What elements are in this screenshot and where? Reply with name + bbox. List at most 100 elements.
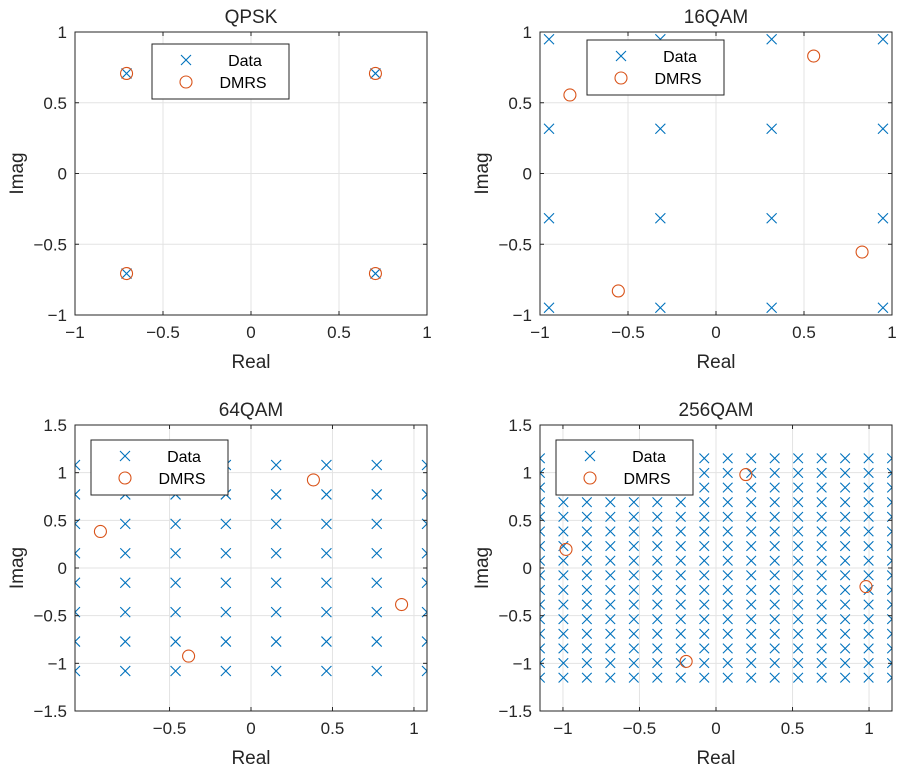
data-point bbox=[675, 511, 686, 523]
data-point bbox=[769, 540, 780, 552]
y-axis-label: Imag bbox=[7, 152, 28, 194]
y-tick-label: −1.5 bbox=[33, 702, 67, 721]
dmrs-point bbox=[120, 267, 134, 281]
data-point bbox=[792, 526, 804, 537]
data-point bbox=[628, 570, 640, 581]
x-axis-label: Real bbox=[231, 748, 270, 769]
data-point bbox=[839, 482, 851, 493]
data-point bbox=[543, 33, 555, 45]
data-point bbox=[746, 643, 757, 654]
legend-data-marker bbox=[119, 450, 131, 462]
y-tick-label: 0.5 bbox=[43, 94, 67, 113]
data-point bbox=[605, 584, 616, 596]
data-point bbox=[792, 643, 804, 654]
data-point bbox=[558, 657, 569, 669]
data-point bbox=[722, 453, 733, 464]
legend-data-marker bbox=[584, 450, 596, 462]
data-point bbox=[543, 302, 555, 314]
data-point bbox=[321, 547, 332, 559]
chart-panel-3: −0.5 0 0.5 1 −1.5 −1 −0.5 0 0.5 1 1.5 64QAM Real Imag… bbox=[7, 400, 428, 769]
data-point bbox=[675, 643, 686, 654]
data-point bbox=[321, 636, 332, 647]
chart-title: QPSK bbox=[225, 7, 278, 28]
chart-title: 256QAM bbox=[679, 400, 754, 421]
data-point bbox=[675, 570, 686, 581]
data-point bbox=[119, 665, 131, 677]
data-point bbox=[654, 123, 666, 135]
data-point bbox=[816, 599, 827, 610]
x-tick-label: −0.5 bbox=[146, 323, 180, 342]
data-point bbox=[540, 467, 546, 479]
data-point bbox=[371, 665, 383, 677]
data-point bbox=[769, 599, 780, 610]
y-tick-label: 1 bbox=[523, 23, 532, 42]
data-point bbox=[558, 599, 569, 610]
data-point bbox=[220, 518, 232, 530]
data-point bbox=[558, 613, 569, 625]
x-axis-label: Real bbox=[696, 748, 735, 769]
y-tick-label: −1 bbox=[48, 654, 67, 673]
data-point bbox=[863, 467, 874, 479]
y-tick-label: −0.5 bbox=[33, 235, 67, 254]
data-point bbox=[792, 613, 804, 625]
data-point bbox=[699, 657, 710, 669]
markers bbox=[75, 459, 427, 677]
x-axis-label: Real bbox=[231, 352, 270, 373]
data-point bbox=[540, 555, 546, 566]
data-point bbox=[746, 497, 757, 508]
y-tick-label: 1 bbox=[58, 23, 67, 42]
markers bbox=[540, 453, 892, 683]
data-point bbox=[371, 606, 383, 618]
dmrs-point bbox=[611, 284, 625, 298]
data-point bbox=[839, 657, 851, 669]
data-point bbox=[170, 547, 181, 559]
legend-dmrs-label: DMRS bbox=[654, 71, 701, 88]
data-point bbox=[722, 526, 733, 537]
data-point bbox=[558, 672, 569, 683]
data-point bbox=[766, 123, 778, 135]
data-point bbox=[792, 511, 804, 523]
data-point bbox=[769, 628, 780, 639]
data-point bbox=[270, 665, 282, 677]
data-point bbox=[792, 672, 804, 683]
data-point bbox=[816, 526, 827, 537]
data-point bbox=[581, 613, 593, 625]
data-point bbox=[863, 599, 874, 610]
data-point bbox=[540, 584, 546, 596]
data-point bbox=[220, 636, 232, 647]
data-point bbox=[220, 547, 232, 559]
data-point bbox=[839, 628, 851, 639]
data-point bbox=[558, 643, 569, 654]
data-point bbox=[270, 636, 282, 647]
data-point bbox=[839, 570, 851, 581]
data-point bbox=[746, 555, 757, 566]
dmrs-point bbox=[739, 468, 753, 482]
data-point bbox=[792, 599, 804, 610]
y-tick-label: −1 bbox=[48, 306, 67, 325]
data-point bbox=[816, 584, 827, 596]
data-point bbox=[839, 453, 851, 464]
data-point bbox=[886, 570, 892, 581]
data-point bbox=[722, 643, 733, 654]
data-point bbox=[839, 599, 851, 610]
legend-data-label: Data bbox=[228, 53, 262, 70]
data-point bbox=[816, 672, 827, 683]
data-point bbox=[371, 518, 383, 530]
data-point bbox=[877, 33, 889, 45]
legend: Data DMRS bbox=[555, 439, 694, 496]
data-point bbox=[769, 497, 780, 508]
data-point bbox=[540, 657, 546, 669]
x-tick-label: 1 bbox=[887, 323, 896, 342]
data-point bbox=[746, 453, 757, 464]
data-point bbox=[321, 665, 332, 677]
data-point bbox=[816, 467, 827, 479]
data-point bbox=[581, 584, 593, 596]
data-point bbox=[792, 497, 804, 508]
data-point bbox=[628, 497, 640, 508]
data-point bbox=[769, 511, 780, 523]
data-point bbox=[863, 482, 874, 493]
data-point bbox=[839, 467, 851, 479]
data-point bbox=[321, 459, 332, 471]
data-point bbox=[628, 599, 640, 610]
x-tick-label: 0.5 bbox=[327, 323, 351, 342]
